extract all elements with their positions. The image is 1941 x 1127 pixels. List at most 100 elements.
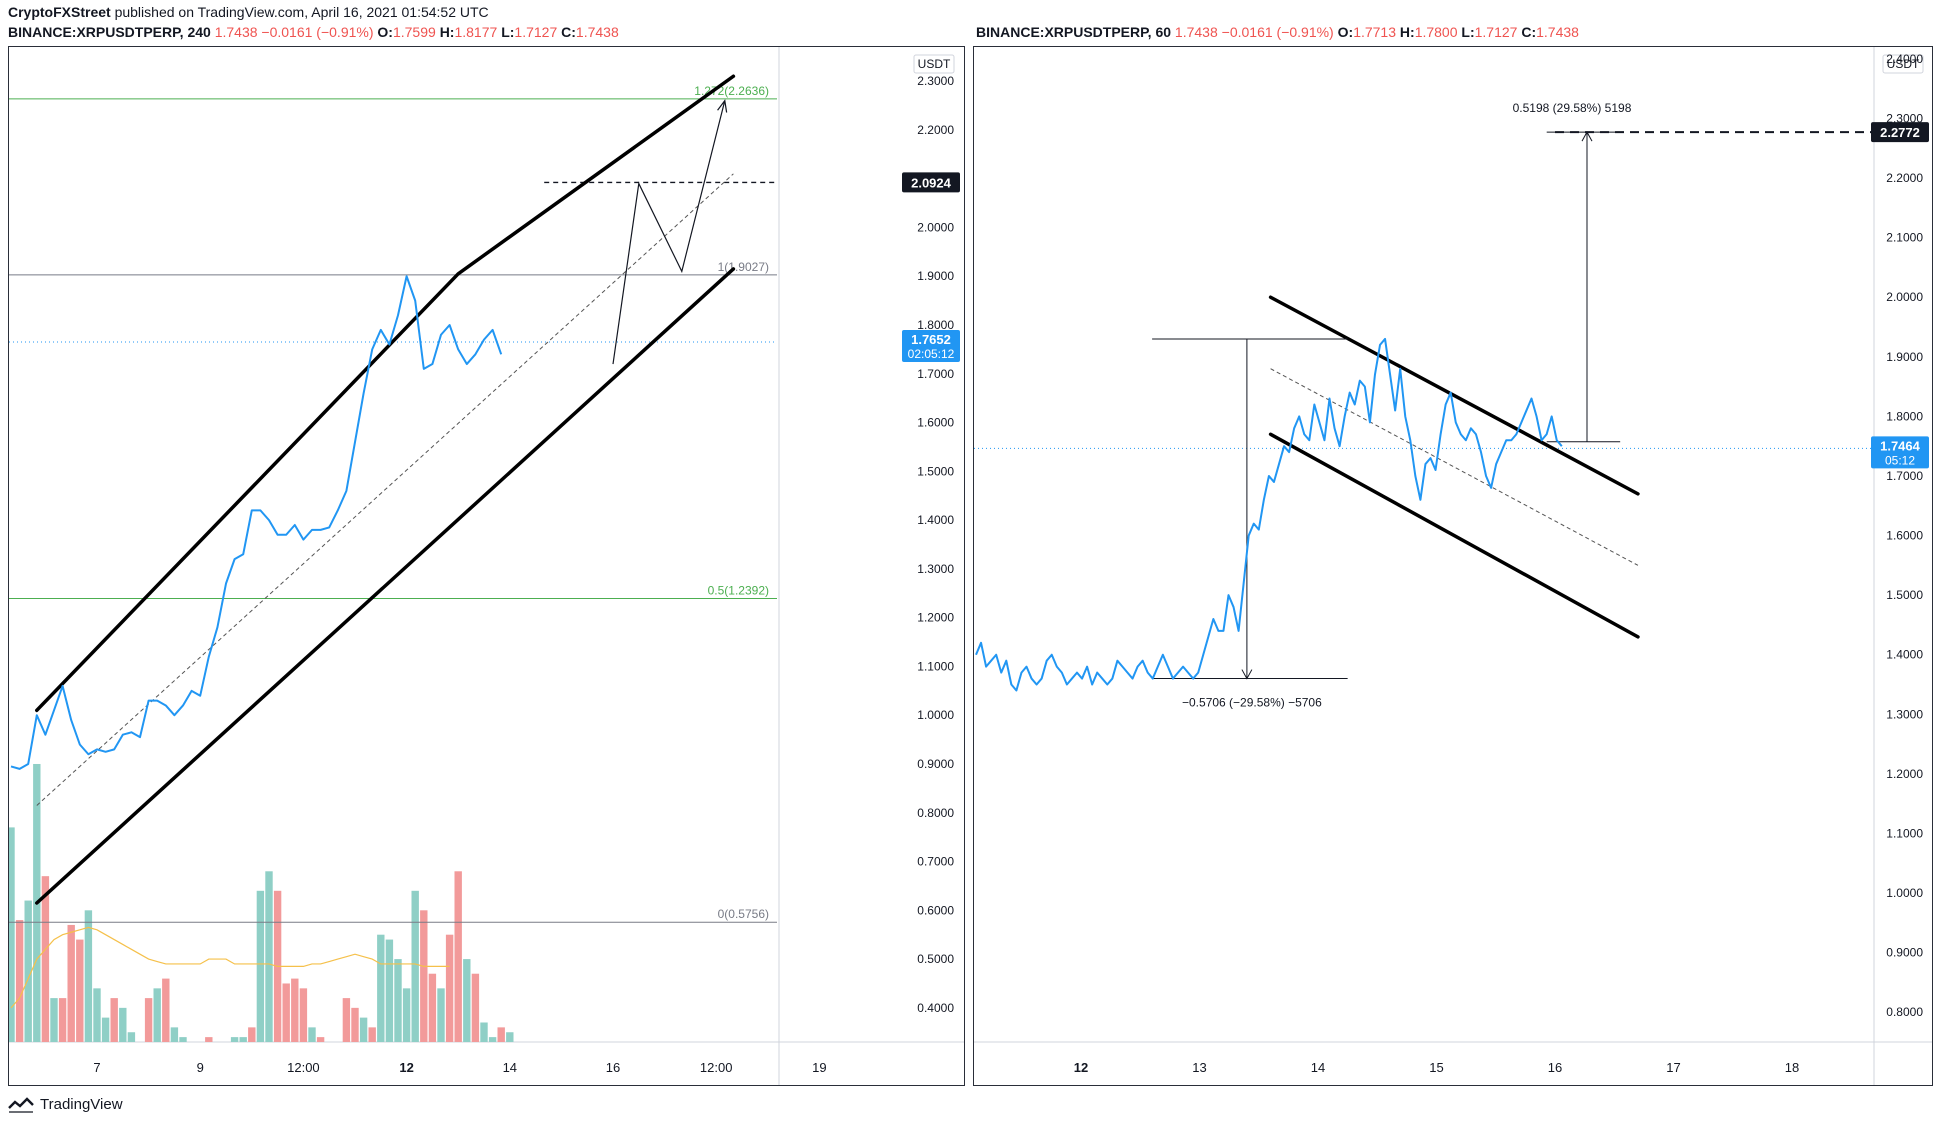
right-open: 1.7713 xyxy=(1353,24,1397,40)
x-tick-label: 7 xyxy=(93,1060,100,1075)
volume-bar xyxy=(497,1027,505,1042)
current-price-label: 1.7464 xyxy=(1880,438,1921,453)
left-interval[interactable]: 240 xyxy=(187,24,211,40)
right-chart-panel[interactable]: −0.5706 (−29.58%) −5706 0.5198 (29.58%) 5… xyxy=(973,46,1933,1086)
left-close: 1.7438 xyxy=(575,24,619,40)
volume-bar xyxy=(144,998,153,1042)
volume-bar xyxy=(488,1037,497,1042)
y-tick-label: 1.9000 xyxy=(917,269,954,283)
y-tick-label: 1.4000 xyxy=(917,513,954,527)
y-tick-label: 1.8000 xyxy=(917,318,954,332)
volume-bar xyxy=(256,890,265,1042)
volume-bar xyxy=(50,998,58,1042)
right-close: 1.7438 xyxy=(1536,24,1579,40)
volume-bar xyxy=(282,983,290,1042)
volume-bar xyxy=(93,988,101,1042)
volume-bar xyxy=(265,871,273,1042)
left-chart-svg[interactable]: 1.272(2.2636) 1(1.9027) 0.5(1.2392) 0(0.575… xyxy=(9,47,964,1085)
current-price-box xyxy=(902,329,960,362)
y-tick-label: 2.1000 xyxy=(1886,231,1923,245)
volume-bar xyxy=(153,988,161,1042)
volume-bar xyxy=(454,871,462,1042)
target-price-label: 2.0924 xyxy=(911,175,952,190)
x-tick-label: 15 xyxy=(1429,1060,1443,1075)
right-chart-svg[interactable]: −0.5706 (−29.58%) −5706 0.5198 (29.58%) 5… xyxy=(974,47,1932,1085)
volume-bar xyxy=(394,959,402,1042)
volume-bar xyxy=(480,1022,488,1042)
volume-bar xyxy=(385,939,394,1042)
y-tick-label: 2.3000 xyxy=(1886,111,1923,125)
volume-bar xyxy=(15,920,24,1042)
y-tick-label: 0.7000 xyxy=(917,855,954,869)
current-price-timer: 02:05:12 xyxy=(908,347,955,361)
volume-bar xyxy=(162,978,170,1042)
tradingview-branding[interactable]: TradingView xyxy=(8,1096,123,1113)
x-tick-label: 12 xyxy=(1074,1060,1088,1075)
volume-bar xyxy=(377,934,385,1042)
target-measure-label: 0.5198 (29.58%) 5198 xyxy=(1513,101,1632,115)
y-tick-label: 2.0000 xyxy=(917,220,954,234)
volume-bar xyxy=(445,934,454,1042)
currency-label: USDT xyxy=(918,57,951,71)
volume-bar xyxy=(119,1007,127,1042)
y-tick-label: 1.2000 xyxy=(917,611,954,625)
volume-bar xyxy=(471,973,480,1042)
channel-lower-line xyxy=(35,267,736,905)
y-tick-label: 1.5000 xyxy=(917,464,954,478)
x-tick-label: 14 xyxy=(1311,1060,1325,1075)
volume-bar xyxy=(239,1037,247,1042)
y-tick-label: 1.0000 xyxy=(917,708,954,722)
y-tick-label: 0.8000 xyxy=(917,806,954,820)
volume-bar xyxy=(67,924,75,1042)
x-tick-label: 12:00 xyxy=(287,1060,320,1075)
volume-bar xyxy=(411,890,419,1042)
y-tick-label: 1.1000 xyxy=(1886,826,1923,840)
volume-bar xyxy=(24,900,32,1042)
left-chart-panel[interactable]: 1.272(2.2636) 1(1.9027) 0.5(1.2392) 0(0.575… xyxy=(8,46,965,1086)
channel-lower-line xyxy=(1268,432,1640,639)
x-tick-label: 13 xyxy=(1192,1060,1206,1075)
right-symbol-header: BINANCE:XRPUSDTPERP, 60 1.7438 −0.0161 (… xyxy=(976,24,1579,40)
currency-label-box xyxy=(913,54,955,74)
fib-level-label: 0(0.5756) xyxy=(718,907,769,921)
tradingview-logo-icon xyxy=(8,1096,34,1113)
volume-bar xyxy=(58,998,67,1042)
target-price-box xyxy=(1871,122,1929,143)
left-symbol[interactable]: BINANCE:XRPUSDTPERP xyxy=(8,24,180,40)
y-tick-label: 2.3000 xyxy=(917,74,954,88)
volume-bar xyxy=(437,988,445,1042)
volume-bar xyxy=(179,1037,187,1042)
y-tick-label: 1.0000 xyxy=(1886,886,1923,900)
fib-level-label: 1.272(2.2636) xyxy=(694,84,769,98)
right-symbol[interactable]: BINANCE:XRPUSDTPERP xyxy=(976,24,1148,40)
left-change: −0.0161 (−0.91%) xyxy=(261,24,374,40)
volume-bar xyxy=(463,959,471,1042)
y-tick-label: 0.9000 xyxy=(1886,946,1923,960)
x-tick-label: 12 xyxy=(399,1060,413,1075)
publisher-name[interactable]: CryptoFXStreet xyxy=(8,4,111,20)
volume-bar xyxy=(84,910,93,1042)
volume-bar xyxy=(308,1027,316,1042)
x-tick-label: 16 xyxy=(606,1060,620,1075)
right-interval[interactable]: 60 xyxy=(1155,24,1172,40)
price-line xyxy=(10,275,503,770)
flagpole-measure-label: −0.5706 (−29.58%) −5706 xyxy=(1182,696,1322,710)
right-last: 1.7438 xyxy=(1174,24,1218,40)
y-tick-label: 2.0000 xyxy=(1886,290,1923,304)
y-tick-label: 0.8000 xyxy=(1886,1005,1923,1019)
left-last: 1.7438 xyxy=(214,24,258,40)
target-price-label: 2.2772 xyxy=(1880,125,1920,140)
right-low: 1.7127 xyxy=(1474,24,1518,40)
currency-label-box xyxy=(1882,54,1924,74)
volume-bar xyxy=(420,910,428,1042)
y-tick-label: 1.2000 xyxy=(1886,767,1923,781)
y-tick-label: 1.5000 xyxy=(1886,588,1923,602)
volume-bar xyxy=(9,827,15,1042)
y-tick-label: 2.2000 xyxy=(1886,171,1923,185)
volume-bar xyxy=(506,1032,514,1042)
y-tick-label: 1.8000 xyxy=(1886,409,1923,423)
y-tick-label: 0.9000 xyxy=(917,757,954,771)
currency-label: USDT xyxy=(1887,57,1920,71)
left-symbol-header: BINANCE:XRPUSDTPERP, 240 1.7438 −0.0161 … xyxy=(8,24,619,40)
y-tick-label: 1.3000 xyxy=(1886,707,1923,721)
